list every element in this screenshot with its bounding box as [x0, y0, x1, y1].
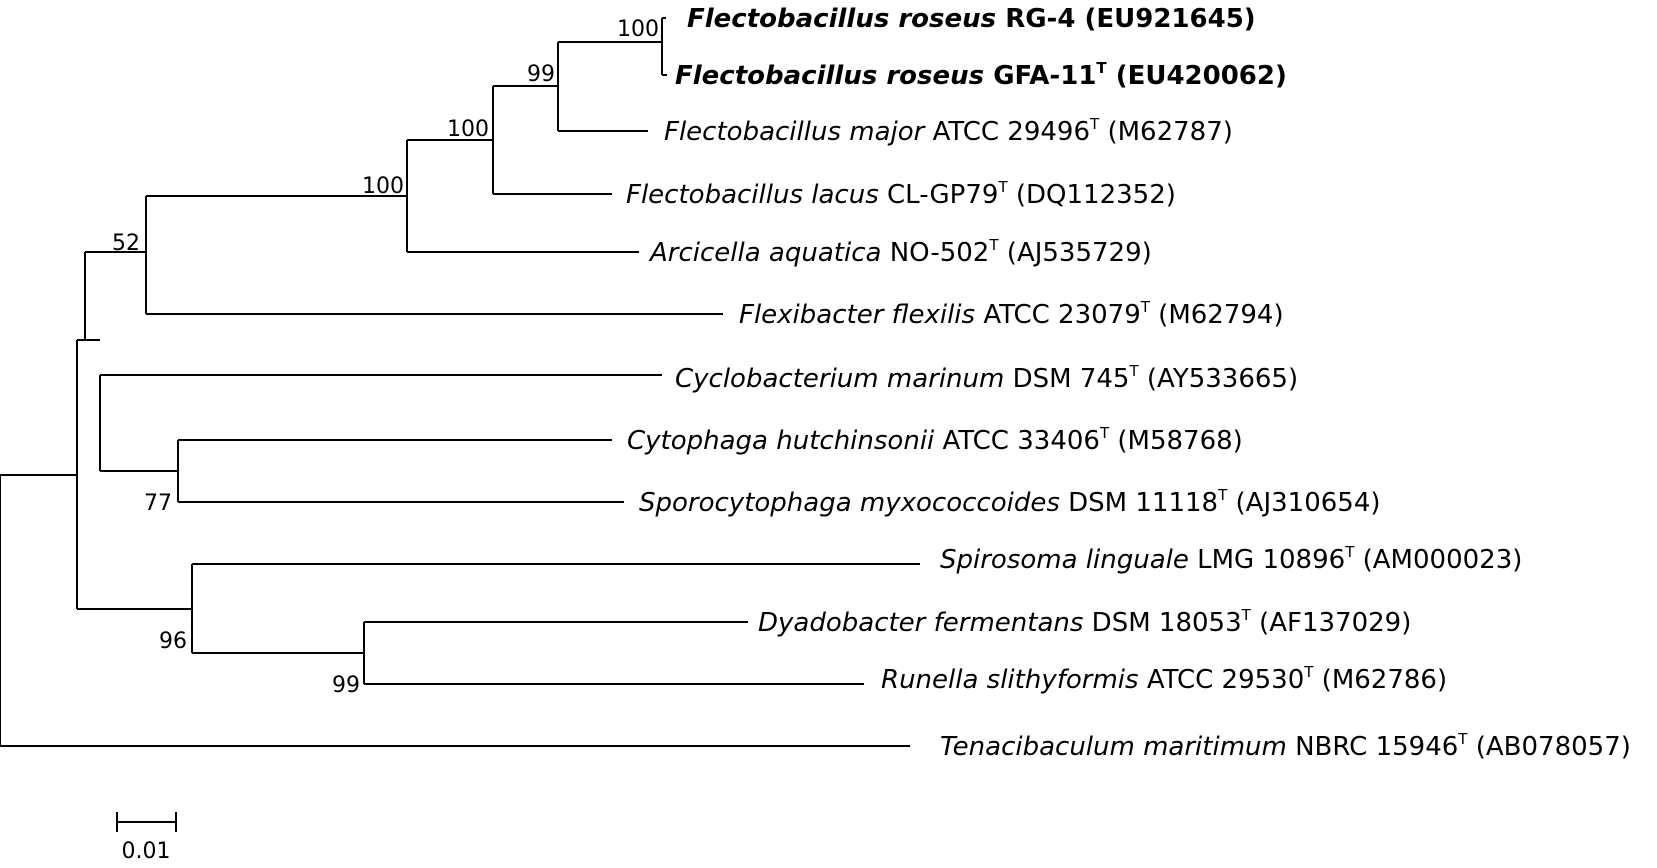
taxon-label: Flexibacter flexilis ATCC 23079T (M62794…: [739, 298, 1284, 330]
species-name: Dyadobacter fermentans: [758, 608, 1083, 638]
accession-number: (AY533665): [1139, 364, 1298, 394]
taxon-label: Flectobacillus roseus GFA-11T (EU420062): [675, 59, 1287, 91]
type-strain-marker: T: [988, 236, 999, 254]
accession-number: (EU420062): [1107, 61, 1287, 91]
type-strain-marker: T: [1217, 486, 1228, 504]
type-strain-marker: T: [1344, 543, 1355, 561]
taxon-label: Runella slithyformis ATCC 29530T (M62786…: [881, 663, 1447, 695]
type-strain-marker: T: [1128, 362, 1139, 380]
taxon-labels: Flectobacillus roseus RG-4 (EU921645)Fle…: [626, 4, 1631, 762]
species-name: Flectobacillus lacus: [626, 180, 879, 210]
species-name: Cytophaga hutchinsonii: [627, 426, 935, 456]
accession-number: (M58768): [1109, 426, 1243, 456]
type-strain-marker: T: [1096, 59, 1107, 77]
taxon-label: Cytophaga hutchinsonii ATCC 33406T (M587…: [627, 424, 1243, 456]
taxon-label: Tenacibaculum maritimum NBRC 15946T (AB0…: [940, 730, 1631, 762]
taxon-label: Cyclobacterium marinum DSM 745T (AY53366…: [675, 362, 1298, 394]
taxon-label: Spirosoma linguale LMG 10896T (AM000023): [940, 543, 1522, 575]
species-name: Flectobacillus roseus: [687, 4, 996, 34]
strain-name: NBRC 15946: [1287, 732, 1458, 762]
strain-name: RG-4: [996, 4, 1075, 34]
accession-number: (AB078057): [1467, 732, 1630, 762]
accession-number: (AM000023): [1354, 545, 1522, 575]
strain-name: ATCC 29496: [924, 117, 1090, 147]
taxon-label: Dyadobacter fermentans DSM 18053T (AF137…: [758, 606, 1411, 638]
taxon-label: Flectobacillus major ATCC 29496T (M62787…: [664, 115, 1233, 147]
accession-number: (AF137029): [1251, 608, 1412, 638]
taxon-label: Sporocytophaga myxococcoides DSM 11118T …: [639, 486, 1381, 518]
type-strain-marker: T: [1140, 298, 1151, 316]
accession-number: (M62794): [1150, 300, 1284, 330]
species-name: Cyclobacterium marinum: [675, 364, 1004, 394]
strain-name: CL-GP79: [879, 180, 999, 210]
species-name: Tenacibaculum maritimum: [940, 732, 1287, 762]
strain-name: GFA-11: [984, 61, 1096, 91]
type-strain-marker: T: [1089, 115, 1100, 133]
strain-name: LMG 10896: [1189, 545, 1345, 575]
accession-number: (AJ310654): [1227, 488, 1380, 518]
type-strain-marker: T: [1241, 606, 1252, 624]
tree-branches: [0, 17, 920, 747]
type-strain-marker: T: [1099, 424, 1110, 442]
strain-name: ATCC 33406: [934, 426, 1100, 456]
species-name: Arcicella aquatica: [648, 238, 881, 268]
strain-name: NO-502: [881, 238, 989, 268]
bootstrap-value: 96: [159, 629, 187, 654]
strain-name: DSM 745: [1004, 364, 1129, 394]
species-name: Flectobacillus major: [664, 117, 927, 147]
strain-name: DSM 18053: [1083, 608, 1241, 638]
taxon-label: Flectobacillus roseus RG-4 (EU921645): [687, 4, 1256, 34]
taxon-label: Arcicella aquatica NO-502T (AJ535729): [648, 236, 1152, 268]
strain-name: ATCC 29530: [1139, 665, 1305, 695]
bootstrap-values: 100 99 100 100 52 77 96 99: [112, 17, 659, 698]
bootstrap-value: 100: [447, 117, 489, 142]
bootstrap-value: 99: [527, 62, 555, 87]
scale-bar-label: 0.01: [122, 839, 171, 864]
bootstrap-value: 99: [332, 673, 360, 698]
species-name: Flectobacillus roseus: [675, 61, 984, 91]
bootstrap-value: 77: [144, 491, 172, 516]
taxon-label: Flectobacillus lacus CL-GP79T (DQ112352): [626, 178, 1176, 210]
type-strain-marker: T: [1457, 730, 1468, 748]
accession-number: (AJ535729): [999, 238, 1152, 268]
bootstrap-value: 100: [617, 17, 659, 42]
accession-number: (M62786): [1313, 665, 1447, 695]
type-strain-marker: T: [1303, 663, 1314, 681]
species-name: Spirosoma linguale: [940, 545, 1189, 575]
bootstrap-value: 52: [112, 231, 140, 256]
scale-bar: 0.01: [116, 812, 177, 864]
strain-name: ATCC 23079: [975, 300, 1141, 330]
strain-name: DSM 11118: [1060, 488, 1218, 518]
type-strain-marker: T: [997, 178, 1008, 196]
species-name: Runella slithyformis: [881, 665, 1139, 695]
accession-number: (M62787): [1099, 117, 1233, 147]
accession-number: (EU921645): [1075, 4, 1255, 34]
species-name: Sporocytophaga myxococcoides: [639, 488, 1060, 518]
bootstrap-value: 100: [362, 174, 404, 199]
accession-number: (DQ112352): [1008, 180, 1176, 210]
species-name: Flexibacter flexilis: [739, 300, 975, 330]
